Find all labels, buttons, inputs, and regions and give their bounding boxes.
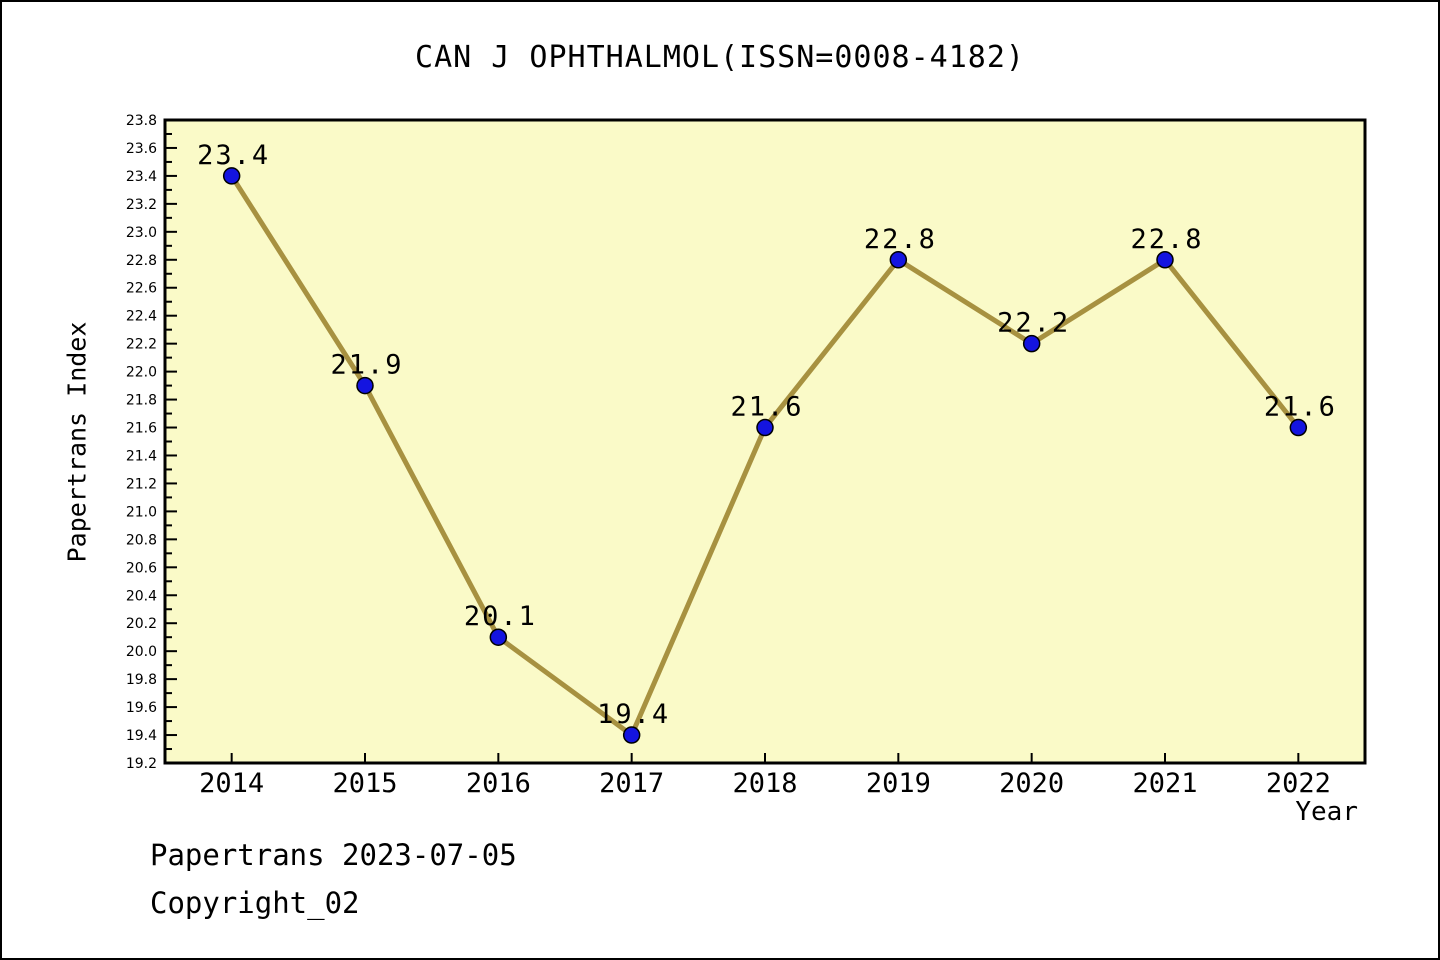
y-tick-label: 19.2 [126, 756, 157, 772]
x-tick-label: 2022 [1266, 768, 1331, 799]
data-label-2016: 20.1 [464, 601, 537, 632]
y-tick-label: 23.4 [126, 169, 157, 185]
data-label-2018: 21.6 [730, 392, 803, 423]
data-label-2019: 22.8 [864, 224, 937, 255]
y-axis-label: Papertrans Index [62, 321, 92, 563]
data-label-2020: 22.2 [997, 308, 1070, 339]
x-tick-label: 2018 [732, 768, 797, 799]
x-tick-label: 2021 [1132, 768, 1197, 799]
x-tick-label: 2014 [199, 768, 264, 799]
y-tick-label: 19.6 [126, 700, 157, 716]
data-label-2015: 21.9 [330, 350, 403, 381]
data-point-2019 [889, 251, 908, 269]
y-tick-label: 20.8 [126, 532, 157, 548]
y-tick-label: 22.0 [126, 365, 157, 381]
data-point-2016 [489, 628, 508, 646]
y-tick-label: 19.8 [126, 672, 157, 688]
x-tick-label: 2017 [599, 768, 664, 799]
y-tick-label: 22.4 [126, 309, 157, 325]
data-point-2021 [1156, 251, 1174, 269]
y-tick-label: 19.4 [126, 728, 157, 744]
data-point-2017 [622, 726, 641, 744]
y-tick-label: 21.2 [126, 476, 157, 492]
footer-copyright: Copyright_02 [150, 886, 360, 920]
x-axis-label: Year [1295, 797, 1358, 827]
y-tick-label: 21.0 [126, 504, 157, 520]
plot-area [165, 120, 1365, 763]
data-label-2017: 19.4 [597, 699, 670, 730]
y-tick-label: 22.2 [126, 337, 157, 353]
footer-source-date: Papertrans 2023-07-05 [150, 838, 517, 872]
data-label-2014: 23.4 [197, 140, 270, 171]
y-tick-label: 22.6 [126, 281, 157, 297]
y-tick-label: 21.4 [126, 448, 157, 464]
data-label-2022: 21.6 [1264, 392, 1337, 423]
y-tick-label: 23.8 [126, 113, 157, 129]
x-tick-label: 2019 [866, 768, 931, 799]
y-tick-label: 21.6 [126, 421, 157, 437]
y-tick-label: 20.0 [126, 644, 157, 660]
data-point-2018 [756, 418, 774, 437]
data-point-2022 [1289, 418, 1308, 437]
y-tick-label: 20.4 [126, 588, 157, 604]
y-tick-label: 21.8 [126, 393, 157, 409]
data-point-2015 [356, 376, 374, 395]
y-tick-label: 22.8 [126, 253, 157, 269]
x-tick-label: 2015 [332, 768, 397, 799]
x-tick-label: 2016 [466, 768, 531, 799]
y-tick-label: 20.2 [126, 616, 157, 632]
data-point-2014 [222, 167, 241, 185]
y-tick-label: 20.6 [126, 560, 157, 576]
y-tick-label: 23.2 [126, 197, 157, 213]
y-tick-label: 23.6 [126, 141, 157, 157]
chart-title: CAN J OPHTHALMOL(ISSN=0008-4182) [415, 40, 1025, 75]
data-point-2020 [1022, 334, 1041, 353]
plot-frame [163, 118, 1367, 765]
data-label-2021: 22.8 [1130, 224, 1203, 255]
y-tick-label: 23.0 [126, 225, 157, 241]
x-tick-label: 2020 [999, 768, 1064, 799]
